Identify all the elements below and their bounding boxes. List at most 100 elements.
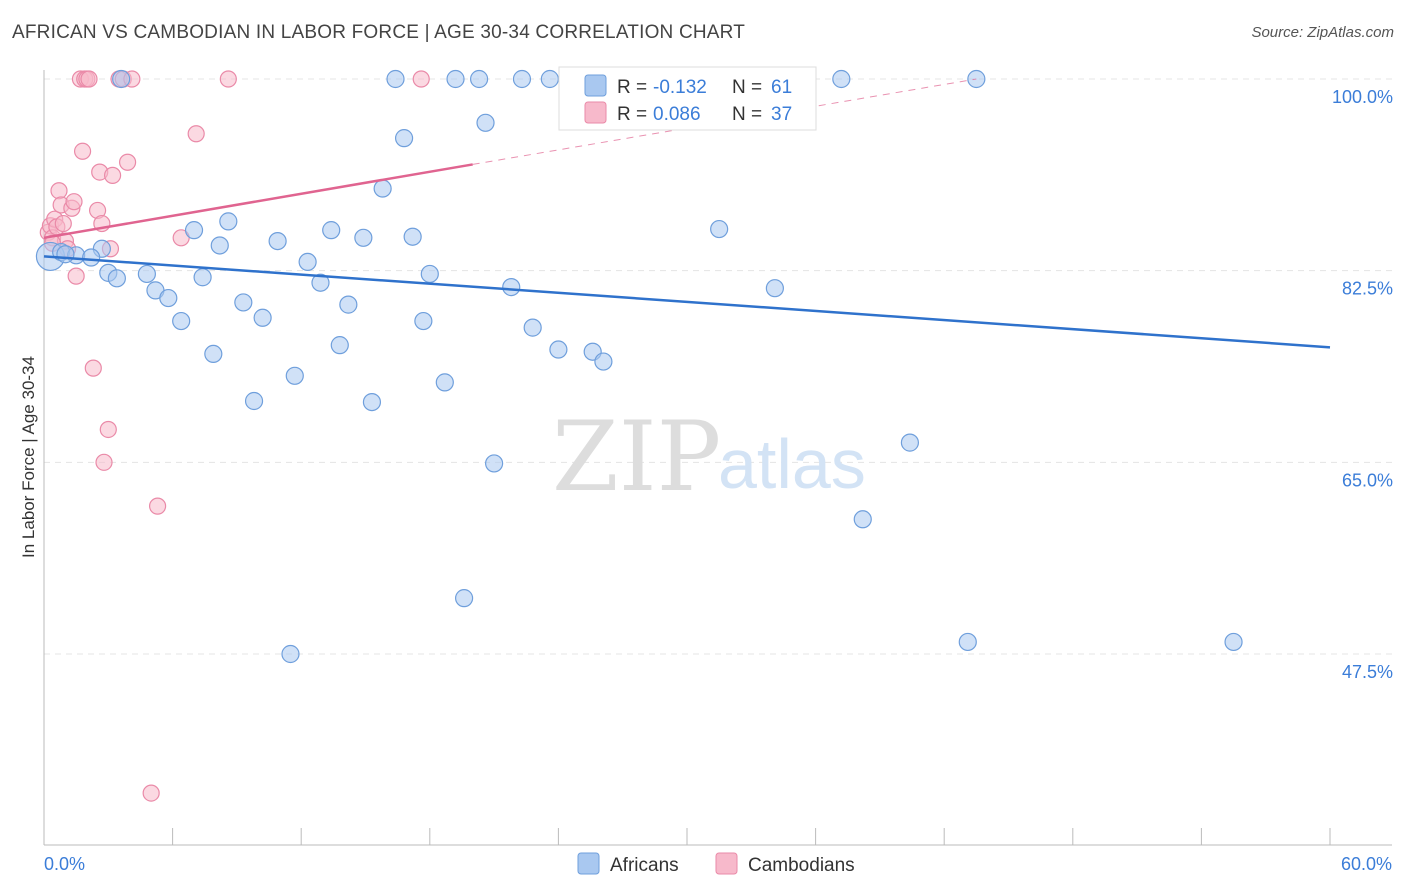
africans-point (137, 264, 156, 284)
africans-r-label: R = (617, 77, 647, 98)
cambodians-point (54, 214, 72, 233)
x-tick-label-min: 0.0% (44, 854, 85, 874)
africans-point (523, 318, 542, 337)
africans-point (446, 69, 465, 89)
africans-point (298, 252, 317, 272)
africans-n-value: 61 (771, 77, 792, 98)
x-ticks (172, 828, 1331, 845)
africans-point (244, 391, 264, 411)
africans-point (107, 269, 126, 288)
cambodians-point (148, 497, 167, 515)
cambodians-n-label: N = (732, 104, 762, 125)
africans-point (253, 308, 272, 327)
cambodians-point (50, 182, 68, 200)
africans-point (454, 589, 474, 608)
africans-point (476, 113, 495, 132)
source-label: Source: ZipAtlas.com (1251, 24, 1394, 41)
africans-point (234, 293, 253, 312)
africans-point (268, 231, 287, 251)
africans-point (594, 352, 613, 371)
africans-point (502, 277, 521, 297)
cambodians-point (65, 193, 83, 211)
africans-point (373, 179, 392, 198)
trend-lines (43, 78, 1331, 349)
cambodians-trend-line (43, 163, 473, 240)
africans-point (414, 311, 433, 331)
africans-point (285, 366, 304, 385)
africans-point (710, 219, 729, 239)
axes (43, 70, 1392, 846)
africans-point (403, 227, 422, 246)
cambodians-point (412, 70, 430, 88)
cambodians-point (99, 420, 117, 439)
africans-point (765, 279, 784, 298)
cambodians-point (118, 153, 137, 171)
africans-point (204, 344, 223, 364)
africans-point (281, 644, 300, 664)
africans-point (958, 632, 977, 652)
africans-point (184, 221, 204, 240)
legend-cambodians-label: Cambodians (748, 855, 855, 876)
africans-point (1224, 632, 1243, 652)
africans-point (362, 392, 382, 412)
x-tick-label-max: 60.0% (1341, 854, 1392, 874)
africans-points (35, 69, 1243, 664)
africans-point (159, 288, 178, 308)
cambodians-point (142, 784, 160, 802)
africans-point (339, 295, 358, 314)
y-tick-label: 100.0% (1332, 87, 1393, 107)
africans-point (82, 248, 101, 267)
cambodians-point (84, 359, 102, 377)
africans-r-value: -0.132 (653, 77, 707, 98)
africans-point (386, 69, 405, 89)
legend-africans-label: Africans (610, 855, 679, 876)
legend-cambodians-swatch (715, 852, 738, 875)
y-tick-label: 65.0% (1342, 470, 1393, 490)
cambodians-r-value: 0.086 (653, 104, 701, 125)
cambodians-point (219, 70, 237, 88)
y-tick-label: 47.5% (1342, 662, 1393, 682)
africans-point (193, 268, 212, 287)
grid-lines (44, 78, 1392, 655)
africans-trend-line (43, 255, 1331, 349)
series-legend: Africans Cambodians (577, 852, 855, 876)
cambodians-swatch (584, 101, 607, 124)
y-axis-label: In Labor Force | Age 30-34 (19, 356, 38, 558)
cambodians-point (103, 166, 122, 184)
cambodians-point (73, 142, 92, 160)
stats-legend: R = -0.132 N = 61 R = 0.086 N = 37 (558, 66, 817, 131)
cambodians-n-value: 37 (771, 104, 792, 125)
africans-point (112, 69, 131, 89)
africans-point (469, 69, 489, 89)
africans-point (900, 433, 920, 452)
africans-point (394, 129, 414, 148)
africans-point (435, 373, 454, 392)
y-tick-label: 82.5% (1342, 279, 1393, 299)
africans-swatch (584, 74, 607, 97)
africans-point (210, 236, 229, 255)
cambodians-point (80, 70, 98, 88)
cambodians-point (95, 453, 113, 471)
africans-point (172, 311, 191, 331)
africans-point (549, 340, 568, 359)
africans-point (485, 454, 504, 473)
africans-point (832, 69, 851, 89)
africans-point (540, 69, 559, 89)
africans-point (330, 336, 349, 355)
cambodians-point (67, 267, 85, 285)
cambodians-r-label: R = (617, 104, 647, 125)
legend-africans-swatch (577, 852, 600, 875)
africans-point (322, 221, 341, 240)
africans-point (853, 510, 872, 529)
y-tick-labels: 100.0% 82.5% 65.0% 47.5% (1332, 87, 1393, 682)
africans-point (354, 228, 373, 247)
chart-title: AFRICAN VS CAMBODIAN IN LABOR FORCE | AG… (12, 22, 746, 43)
watermark: ZIP atlas (552, 401, 866, 513)
cambodians-points (39, 70, 430, 802)
africans-point (56, 245, 75, 264)
africans-point (219, 212, 238, 231)
africans-point (420, 264, 439, 284)
africans-n-label: N = (732, 77, 762, 98)
watermark-atlas: atlas (718, 425, 866, 503)
